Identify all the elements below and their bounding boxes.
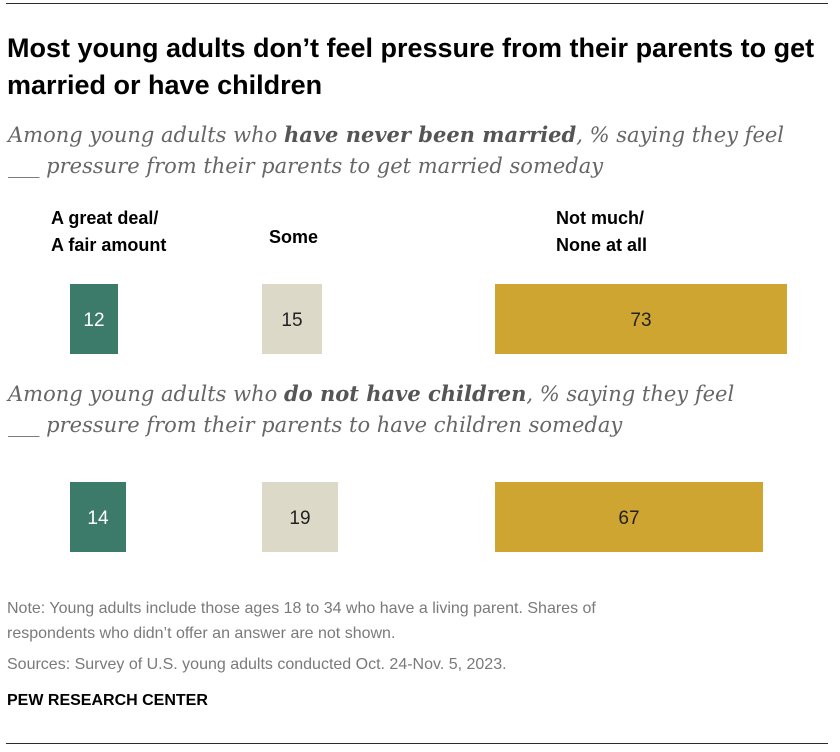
bar-panel-2-some bbox=[262, 482, 338, 552]
chart-note-line-2: respondents who didn’t offer an answer a… bbox=[7, 625, 396, 642]
panel-2-subtitle-pre: Among young adults who bbox=[8, 382, 284, 406]
bar-label-panel-2-some: 19 bbox=[289, 508, 310, 529]
column-header-some: Some bbox=[269, 224, 318, 251]
chart-note-line-1: Note: Young adults include those ages 18… bbox=[7, 600, 596, 617]
bar-label-panel-1-great-deal: 12 bbox=[83, 310, 104, 331]
chart-title: Most young adults don’t feel pressure fr… bbox=[7, 33, 815, 100]
panel-1-subtitle: Among young adults who have never been m… bbox=[8, 119, 823, 182]
panel-1-subtitle-line-1: Among young adults who have never been m… bbox=[8, 119, 823, 151]
top-rule bbox=[6, 3, 828, 4]
panel-1-subtitle-pre: Among young adults who bbox=[8, 123, 284, 147]
bar-panel-1-not-much bbox=[495, 284, 787, 354]
column-header-great-deal-line-2: A fair amount bbox=[51, 235, 167, 255]
bar-label-panel-1-some: 15 bbox=[281, 310, 302, 331]
panel-1-subtitle-line-2: ___ pressure from their parents to get m… bbox=[8, 154, 604, 178]
panel-2-subtitle-post: , % saying they feel bbox=[526, 382, 735, 406]
column-header-some-line-1: Some bbox=[269, 227, 319, 247]
panel-2-subtitle: Among young adults who do not have child… bbox=[8, 378, 823, 441]
bar-panel-1-great-deal bbox=[70, 284, 118, 354]
panel-2-subtitle-line-1: Among young adults who do not have child… bbox=[8, 378, 823, 410]
bar-panel-1-some bbox=[262, 284, 322, 354]
bottom-rule bbox=[6, 743, 828, 744]
panel-2-subtitle-line-2: ___ pressure from their parents to have … bbox=[8, 413, 623, 437]
column-header-not-much-line-1: Not much/ bbox=[556, 208, 644, 228]
bar-label-panel-1-not-much: 73 bbox=[630, 310, 651, 331]
panel-1-subtitle-bold: have never been married bbox=[283, 122, 577, 147]
panel-1-subtitle-post: , % saying they feel bbox=[576, 123, 785, 147]
column-header-great-deal-line-1: A great deal/ bbox=[51, 208, 159, 228]
bar-panel-2-great-deal bbox=[70, 482, 126, 552]
panel-2-subtitle-bold: do not have children bbox=[283, 381, 527, 406]
bar-label-panel-2-great-deal: 14 bbox=[87, 508, 109, 529]
column-header-great-deal: A great deal/ A fair amount bbox=[51, 205, 166, 259]
bar-label-panel-2-not-much: 67 bbox=[618, 508, 639, 529]
column-header-not-much-line-2: None at all bbox=[556, 235, 648, 255]
source-organization: PEW RESEARCH CENTER bbox=[7, 692, 208, 709]
chart-note: Note: Young adults include those ages 18… bbox=[7, 596, 822, 646]
chart-sources: Sources: Survey of U.S. young adults con… bbox=[7, 656, 507, 673]
bar-panel-2-not-much bbox=[495, 482, 763, 552]
column-header-not-much: Not much/ None at all bbox=[556, 205, 647, 259]
